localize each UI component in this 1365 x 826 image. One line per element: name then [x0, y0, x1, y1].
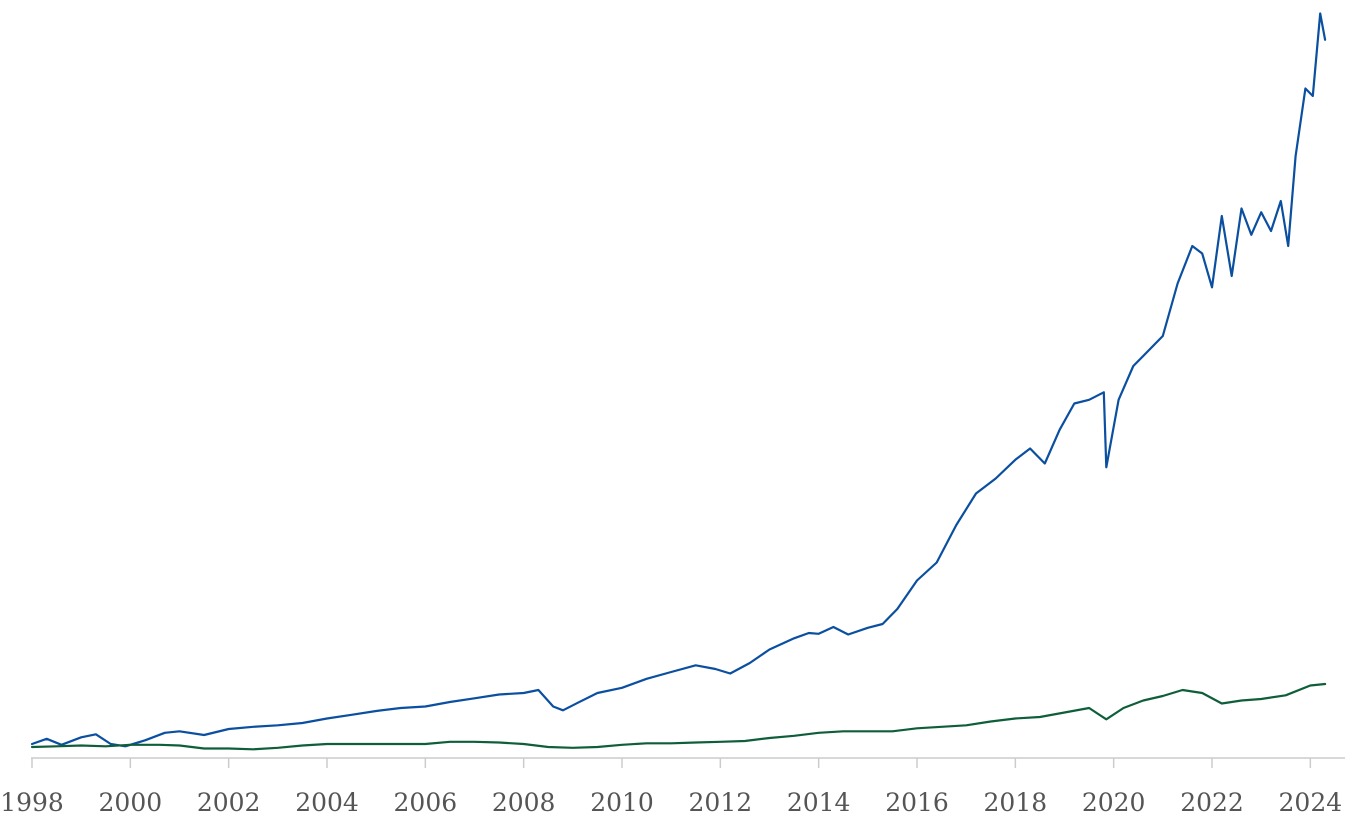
x-tick-label: 2000: [99, 788, 163, 817]
x-tick-label: 2002: [197, 788, 261, 817]
x-tick-label: 2024: [1279, 788, 1343, 817]
x-tick-label: 2010: [590, 788, 654, 817]
x-tick-label: 2020: [1082, 788, 1146, 817]
x-tick-label: 2018: [984, 788, 1048, 817]
series-line-1: [30, 12, 1327, 748]
x-tick-label: 2004: [295, 788, 359, 817]
x-tick-label: 2012: [689, 788, 753, 817]
x-axis-ticks: 1998 2000 2002 2004 2006 2008 2010 2012 2014 2016…: [0, 758, 1342, 817]
series-layer: [30, 12, 1327, 751]
x-tick-label: 2008: [492, 788, 556, 817]
series-line-2: [30, 682, 1327, 751]
x-tick-label: 2006: [394, 788, 458, 817]
x-tick-label: 1998: [0, 788, 64, 817]
x-tick-label: 2022: [1180, 788, 1244, 817]
x-tick-label: 2014: [787, 788, 851, 817]
x-tick-label: 2016: [885, 788, 949, 817]
